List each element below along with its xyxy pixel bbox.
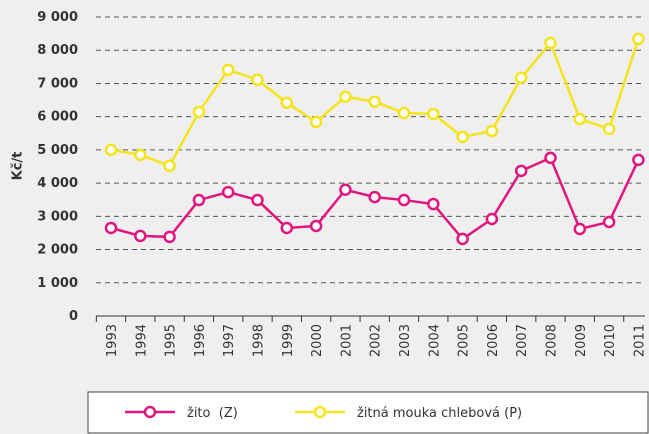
y-tick-label: 4 000 [37, 176, 78, 191]
data-point [544, 36, 557, 50]
data-point [339, 90, 352, 103]
y-tick-label: 6 000 [37, 110, 78, 125]
data-point [309, 219, 323, 233]
x-tick-label: 2000 [310, 324, 325, 357]
data-point [397, 193, 411, 207]
data-point [251, 73, 264, 87]
data-point [192, 193, 206, 207]
x-tick-label: 2008 [545, 324, 560, 357]
y-tick-label: 0 [69, 309, 78, 324]
data-point [544, 151, 557, 165]
data-point [485, 212, 499, 226]
data-point [632, 153, 645, 167]
data-point [514, 164, 528, 178]
legend-label: žitná mouka chlebová (P) [357, 406, 522, 421]
x-tick-label: 2011 [632, 324, 647, 357]
legend-marker [313, 405, 327, 419]
data-point [134, 229, 147, 243]
data-point [192, 105, 206, 119]
data-point [602, 122, 616, 136]
y-tick-label: 7 000 [37, 76, 78, 91]
y-tick-label: 3 000 [37, 209, 78, 224]
data-point [280, 96, 294, 109]
x-tick-label: 1998 [252, 324, 267, 357]
x-tick-label: 2002 [369, 324, 384, 357]
y-axis-label: Kč/t [11, 152, 26, 181]
legend-box [87, 391, 649, 434]
data-point [514, 71, 528, 85]
x-tick-label: 1993 [105, 324, 120, 357]
x-tick-label: 2007 [515, 324, 530, 357]
x-tick-label: 2004 [427, 324, 442, 357]
y-tick-label: 5 000 [37, 143, 78, 158]
data-point [280, 221, 294, 235]
y-tick-label: 1 000 [37, 276, 78, 291]
data-point [104, 143, 118, 157]
x-tick-label: 1995 [164, 324, 179, 357]
x-tick-label: 2003 [398, 324, 413, 357]
y-tick-label: 2 000 [37, 243, 78, 258]
data-point [456, 130, 469, 144]
data-point [251, 193, 264, 207]
data-point [427, 107, 440, 121]
data-point [339, 183, 352, 197]
data-point [368, 95, 381, 108]
data-point [163, 230, 176, 244]
data-point [221, 185, 235, 199]
data-point [632, 32, 645, 46]
y-tick-label: 8 000 [37, 43, 78, 58]
data-point [573, 112, 587, 126]
data-point [368, 190, 381, 204]
x-tick-label: 1999 [281, 324, 296, 357]
data-point [104, 221, 118, 235]
x-tick-label: 1994 [134, 324, 149, 357]
x-tick-label: 1997 [222, 324, 237, 357]
data-point [456, 232, 469, 246]
legend-marker [143, 405, 157, 419]
x-tick-label: 2006 [486, 324, 501, 357]
data-point [397, 106, 411, 120]
x-tick-label: 2009 [574, 324, 589, 357]
x-tick-label: 2005 [457, 324, 472, 357]
x-tick-label: 1996 [193, 324, 208, 357]
data-point [221, 63, 235, 77]
data-point [134, 148, 147, 162]
data-point [573, 222, 587, 236]
data-point [427, 197, 440, 211]
x-tick-label: 2010 [603, 324, 618, 357]
legend-label: žito (Z) [187, 406, 238, 421]
x-tick-label: 2001 [339, 324, 354, 357]
data-point [163, 159, 176, 173]
data-point [485, 124, 499, 138]
data-point [309, 115, 323, 129]
y-tick-label: 9 000 [37, 10, 78, 25]
data-point [602, 215, 616, 229]
